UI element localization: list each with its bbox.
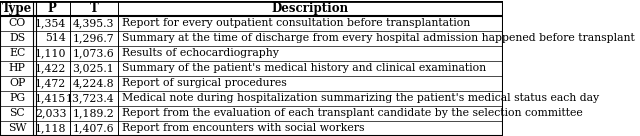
Text: Summary at the time of discharge from every hospital admission happened before t: Summary at the time of discharge from ev… [122,33,635,43]
Text: 1,073.6: 1,073.6 [72,48,114,58]
Text: 3,025.1: 3,025.1 [72,63,114,73]
Text: OP: OP [9,78,26,88]
Text: SC: SC [10,108,25,118]
Text: 1,472: 1,472 [35,78,67,88]
Text: DS: DS [9,33,25,43]
Text: Medical note during hospitalization summarizing the patient's medical status eac: Medical note during hospitalization summ… [122,93,599,103]
Text: 1,407.6: 1,407.6 [72,123,114,133]
Text: 1,422: 1,422 [35,63,67,73]
Text: 1,415: 1,415 [35,93,67,103]
Text: 2,033: 2,033 [35,108,67,118]
Text: EC: EC [9,48,25,58]
Text: CO: CO [8,18,26,28]
Text: Results of echocardiography: Results of echocardiography [122,48,279,58]
Text: Summary of the patient's medical history and clinical examination: Summary of the patient's medical history… [122,63,486,73]
Text: Type: Type [2,2,32,15]
Text: 1,110: 1,110 [35,48,67,58]
Text: 1,189.2: 1,189.2 [72,108,114,118]
Text: Report from encounters with social workers: Report from encounters with social worke… [122,123,365,133]
Text: 1,118: 1,118 [35,123,67,133]
Text: Description: Description [272,2,349,15]
Text: 13,723.4: 13,723.4 [65,93,114,103]
Text: Report from the evaluation of each transplant candidate by the selection committ: Report from the evaluation of each trans… [122,108,583,118]
Text: T: T [90,2,99,15]
Text: Report of surgical procedures: Report of surgical procedures [122,78,287,88]
Text: PG: PG [9,93,25,103]
Text: SW: SW [8,123,26,133]
Text: P: P [48,2,57,15]
Text: 1,296.7: 1,296.7 [72,33,114,43]
Text: 4,224.8: 4,224.8 [72,78,114,88]
Text: 1,354: 1,354 [35,18,67,28]
Text: Report for every outpatient consultation before transplantation: Report for every outpatient consultation… [122,18,470,28]
Text: HP: HP [9,63,26,73]
Text: 514: 514 [45,33,67,43]
Text: 4,395.3: 4,395.3 [72,18,114,28]
